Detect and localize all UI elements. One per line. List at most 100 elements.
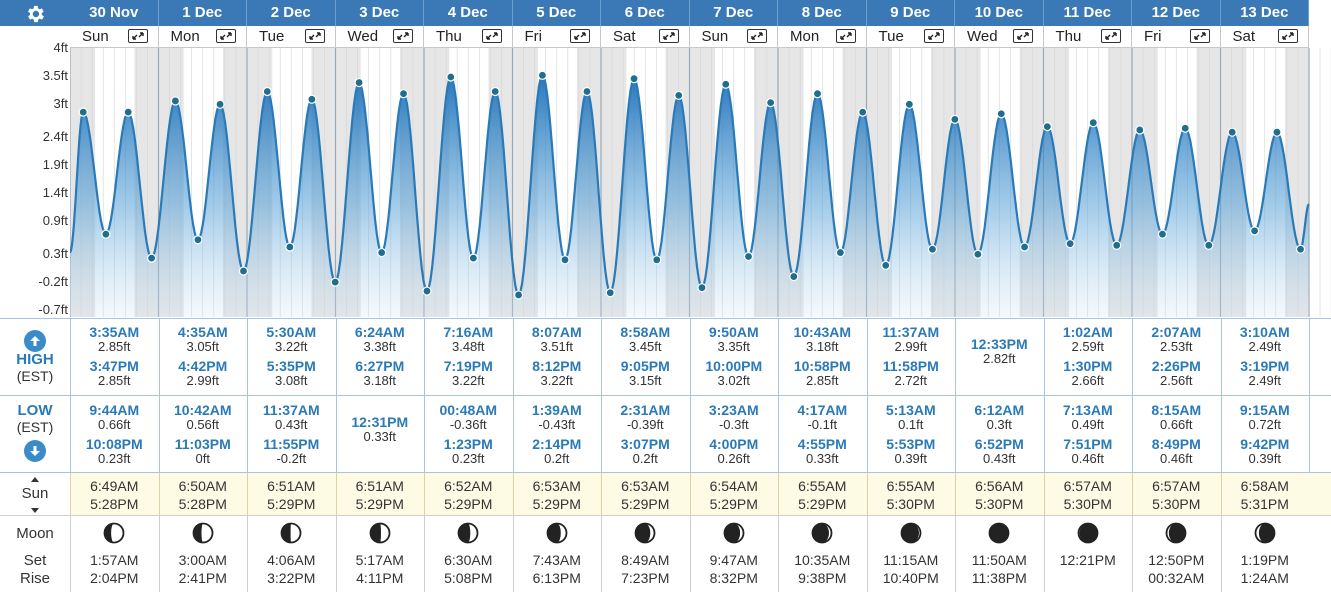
date-cell: 6 Dec [601,0,690,26]
low-height: 0.1ft [898,417,924,432]
moonset-time: 3:00AM [178,552,227,568]
expand-arrows-icon [485,32,498,40]
tide-point [285,242,295,252]
high-height: 3.48ft [451,339,485,354]
high-time: 3:35AM [89,324,140,340]
day-cell: Tue [866,26,955,48]
moonrise-time: 9:38PM [798,570,847,586]
expand-day-button[interactable] [127,29,148,43]
high-time: 7:19PM [443,358,493,374]
sun-cell: 6:51AM 5:29PM [247,476,336,516]
tide-point [996,109,1006,119]
expand-day-button[interactable] [1278,29,1298,43]
sun-cell: 6:57AM 5:30PM [1044,476,1133,516]
high-time: 10:58PM [793,358,851,374]
expand-day-button[interactable] [393,29,413,43]
tide-point [789,271,799,282]
low-height: 0.33ft [363,429,397,444]
sun-cell: 6:53AM 5:29PM [513,476,602,516]
low-height: 0.39ft [894,451,928,466]
low-height: -0.36ft [449,417,487,432]
moon-phase-icon [369,522,391,544]
low-time: 9:42PM [1240,436,1290,452]
tide-point [238,266,249,276]
day-name: Fri [1144,28,1162,45]
high-cell: 7:16AM 3.48ft 7:19PM 3.22ft [424,318,513,394]
low-height: -0.43ft [538,417,576,432]
low-time: 7:51PM [1063,436,1113,452]
tide-point [377,247,387,258]
low-time: 1:39AM [531,402,582,418]
day-name: Sun [82,28,109,45]
high-height: 2.72ft [894,373,928,388]
moon-cell: 12:21PM [1044,552,1133,570]
sun-cell: 6:55AM 5:29PM [778,476,867,516]
low-height: -0.2ft [276,451,307,466]
expand-day-button[interactable] [304,29,325,43]
tide-point [1065,239,1075,249]
sun-cell: 6:58AM 5:31PM [1221,476,1310,516]
high-height: 2.85ft [97,373,131,388]
low-height: 0.2ft [544,451,570,466]
low-time: 5:53PM [886,436,936,452]
sun-cell: 6:49AM 5:28PM [70,476,159,516]
expand-day-button[interactable] [747,29,767,43]
tide-point [927,244,938,254]
high-height: 3.35ft [717,339,751,354]
sunset-time: 5:30PM [886,496,935,512]
high-time: 6:24AM [354,324,405,340]
tide-point [858,107,868,117]
high-cell: 9:50AM 3.35ft 10:00PM 3.02ft [690,318,779,394]
expand-day-button[interactable] [216,29,236,43]
expand-day-button[interactable] [835,29,856,43]
expand-day-button[interactable] [481,29,502,43]
date-cell: 2 Dec [247,0,336,26]
sunrise-time: 6:53AM [621,478,670,494]
settings-button[interactable] [0,0,70,26]
moon-phase-icon [811,522,833,544]
sun-cell: 6:53AM 5:29PM [601,476,690,516]
y-tick-label: 0.3ft [42,246,68,262]
moonrise-time: 7:23PM [621,570,670,586]
day-cell: Mon [158,26,247,48]
tide-point [1272,127,1282,137]
moonrise-time: 2:04PM [90,570,139,586]
moonrise-time: 1:24AM [1240,570,1289,586]
low-cell: 11:37AM 0.43ft 11:55PM -0.2ft [247,396,336,472]
tide-point [766,98,776,108]
y-tick-label: -0.2ft [38,274,68,290]
high-tz: (EST) [16,368,54,384]
low-height: 0.43ft [274,417,308,432]
moonset-time: 8:49AM [621,552,670,568]
arrow-down-icon [24,440,46,462]
tide-point [193,235,203,245]
low-time: 4:00PM [709,436,759,452]
high-height: 2.99ft [894,339,928,354]
date-cell: 8 Dec [778,0,867,26]
low-height: 0.49ft [1071,417,1105,432]
date-cell: 12 Dec [1132,0,1221,26]
low-height: 0.2ft [632,451,658,466]
expand-arrows-icon [574,32,586,40]
low-time: 10:42AM [173,402,232,418]
sunset-time: 5:29PM [798,496,847,512]
sun-cell: 6:51AM 5:29PM [336,476,425,516]
day-cell: Wed [955,26,1044,48]
expand-day-button[interactable] [1101,29,1121,43]
date-cell: 13 Dec [1220,0,1309,26]
moonset-time: 10:35AM [794,552,851,568]
expand-day-button[interactable] [658,29,679,43]
high-cell: 11:37AM 2.99ft 11:58PM 2.72ft [867,318,956,394]
date-cell: 10 Dec [955,0,1044,26]
high-height: 2.99ft [186,373,220,388]
expand-day-button[interactable] [924,29,944,43]
expand-day-button[interactable] [570,29,590,43]
sunrise-time: 6:51AM [267,478,316,494]
expand-day-button[interactable] [1012,29,1033,43]
high-time: 4:42PM [178,358,228,374]
sunset-time: 5:30PM [1063,496,1112,512]
moon-phase-icon [988,522,1010,544]
expand-day-button[interactable] [1189,29,1210,43]
sunrise-time: 6:58AM [1240,478,1289,494]
expand-arrows-icon [308,32,321,40]
